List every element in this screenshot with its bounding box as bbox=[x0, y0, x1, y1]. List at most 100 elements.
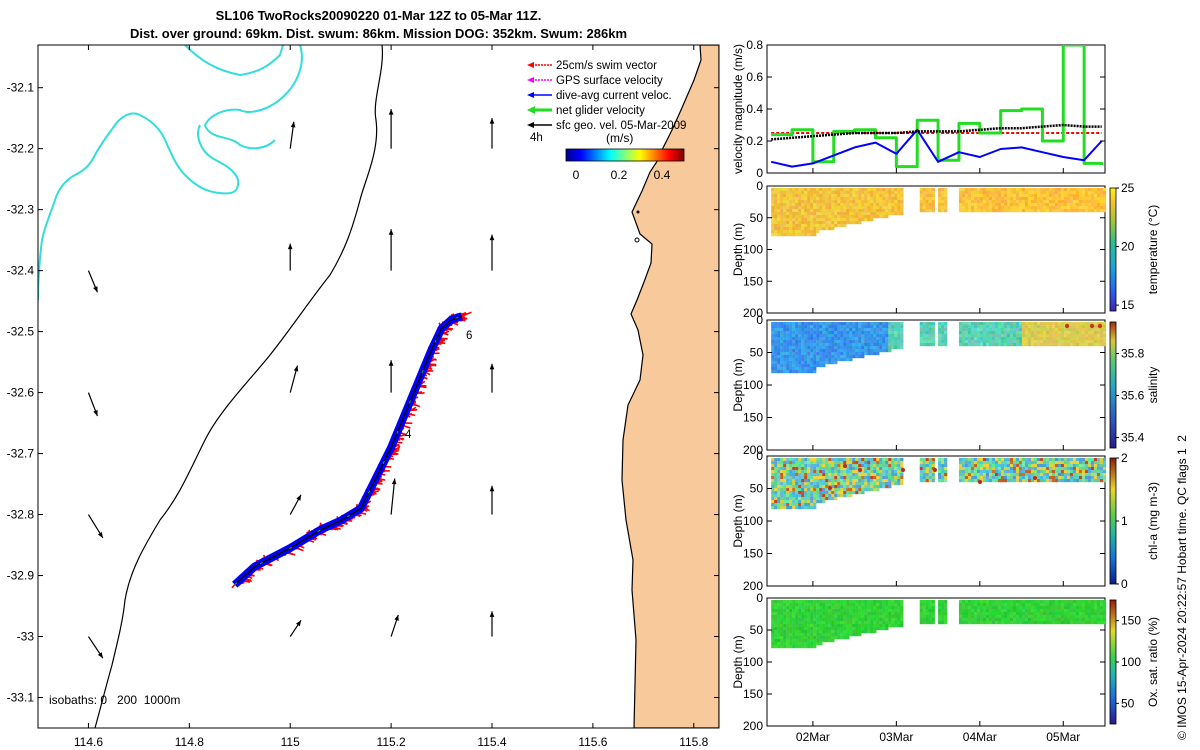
profile-cell bbox=[849, 461, 853, 465]
profile-cell bbox=[985, 340, 990, 344]
profile-cell bbox=[1084, 322, 1089, 326]
profile-cell bbox=[858, 194, 862, 198]
profile-cell bbox=[1102, 197, 1107, 201]
profile-cell bbox=[861, 467, 865, 471]
profile-cell bbox=[967, 325, 972, 329]
profile-cell bbox=[819, 334, 823, 338]
profile-cell bbox=[837, 615, 841, 619]
profile-cell bbox=[861, 606, 865, 610]
profile-cell bbox=[1075, 197, 1080, 201]
profile-cell bbox=[931, 340, 935, 344]
profile-cell bbox=[1075, 600, 1080, 604]
profile-cell bbox=[1012, 334, 1017, 338]
profile-cell bbox=[976, 325, 981, 329]
profile-cell bbox=[1057, 470, 1062, 474]
profile-cell bbox=[822, 497, 826, 501]
profile-cell bbox=[919, 334, 923, 338]
profile-cell bbox=[831, 624, 835, 628]
profile-cell bbox=[991, 603, 996, 607]
profile-cell bbox=[964, 194, 969, 198]
profile-cell bbox=[846, 328, 850, 332]
profile-cell bbox=[813, 482, 817, 486]
profile-cell bbox=[1066, 467, 1071, 471]
profile-cell bbox=[1024, 473, 1029, 477]
profile-cell bbox=[828, 197, 832, 201]
profile-cell bbox=[846, 352, 850, 356]
profile-cell bbox=[976, 337, 981, 341]
profile-cell bbox=[1084, 197, 1089, 201]
profile-cell bbox=[789, 325, 793, 329]
profile-cell bbox=[964, 197, 969, 201]
profile-cell bbox=[780, 224, 784, 228]
profile-cell bbox=[870, 609, 874, 613]
profile-cell bbox=[777, 600, 781, 604]
profile-cell bbox=[798, 488, 802, 492]
profile-cell bbox=[870, 464, 874, 468]
profile-cell bbox=[795, 322, 799, 326]
profile-cell bbox=[822, 337, 826, 341]
profile-cell bbox=[1009, 461, 1014, 465]
velocity-y-tick-label: 0.6 bbox=[746, 70, 763, 84]
profile-cell bbox=[825, 491, 829, 495]
profile-cell bbox=[798, 355, 802, 359]
profile-cell bbox=[1033, 191, 1038, 195]
profile-cell bbox=[1042, 609, 1047, 613]
profile-cell bbox=[774, 506, 778, 510]
profile-cell bbox=[1036, 603, 1041, 607]
profile-cell bbox=[1048, 470, 1053, 474]
profile-cell bbox=[804, 230, 808, 234]
profile-cell bbox=[801, 615, 805, 619]
profile-cell bbox=[1057, 188, 1062, 192]
profile-cell bbox=[1060, 197, 1065, 201]
profile-cell bbox=[1102, 322, 1107, 326]
profile-cell bbox=[1102, 194, 1107, 198]
profile-cell bbox=[1027, 203, 1032, 207]
legend-label-net: net glider velocity bbox=[556, 105, 645, 117]
profile-cell bbox=[831, 322, 835, 326]
profile-y-tick-label: 200 bbox=[743, 579, 763, 593]
profile-cell bbox=[1084, 476, 1089, 480]
profile-cell bbox=[1003, 206, 1008, 210]
profile-cell bbox=[941, 209, 945, 213]
profile-cell bbox=[958, 194, 963, 198]
colorbar-tick-label: 150 bbox=[1121, 614, 1141, 628]
profile-cell bbox=[798, 322, 802, 326]
profile-cell bbox=[997, 325, 1002, 329]
profile-cell bbox=[970, 467, 975, 471]
profile-cell bbox=[1027, 322, 1032, 326]
profile-cell bbox=[1078, 325, 1083, 329]
profile-cell bbox=[982, 464, 987, 468]
profile-cell bbox=[891, 621, 895, 625]
profile-cell bbox=[873, 349, 877, 353]
profile-cell bbox=[780, 612, 784, 616]
profile-cell bbox=[1081, 479, 1086, 483]
profile-cell bbox=[798, 325, 802, 329]
profile-cell bbox=[1024, 621, 1029, 625]
profile-cell bbox=[1051, 197, 1056, 201]
profile-cell bbox=[813, 467, 817, 471]
profile-cell bbox=[1072, 609, 1077, 613]
profile-cell bbox=[1087, 194, 1092, 198]
profile-cell bbox=[1003, 343, 1008, 347]
profile-cell bbox=[825, 358, 829, 362]
profile-cell bbox=[1096, 194, 1101, 198]
profile-cell bbox=[804, 624, 808, 628]
profile-cell bbox=[1018, 615, 1023, 619]
profile-cell bbox=[819, 488, 823, 492]
profile-cell bbox=[807, 636, 811, 640]
profile-cell bbox=[828, 458, 832, 462]
profile-cell bbox=[1000, 621, 1005, 625]
profile-cell bbox=[780, 621, 784, 625]
profile-cell bbox=[861, 491, 865, 495]
profile-cell bbox=[973, 612, 978, 616]
profile-cell bbox=[1021, 606, 1026, 610]
profile-cell bbox=[1006, 609, 1011, 613]
profile-cell bbox=[864, 621, 868, 625]
profile-cell bbox=[867, 343, 871, 347]
profile-cell bbox=[1015, 600, 1020, 604]
profile-cell bbox=[888, 458, 892, 462]
profile-cell bbox=[816, 639, 820, 643]
profile-cell bbox=[867, 618, 871, 622]
profile-cell bbox=[1069, 470, 1074, 474]
profile-cell bbox=[994, 621, 999, 625]
